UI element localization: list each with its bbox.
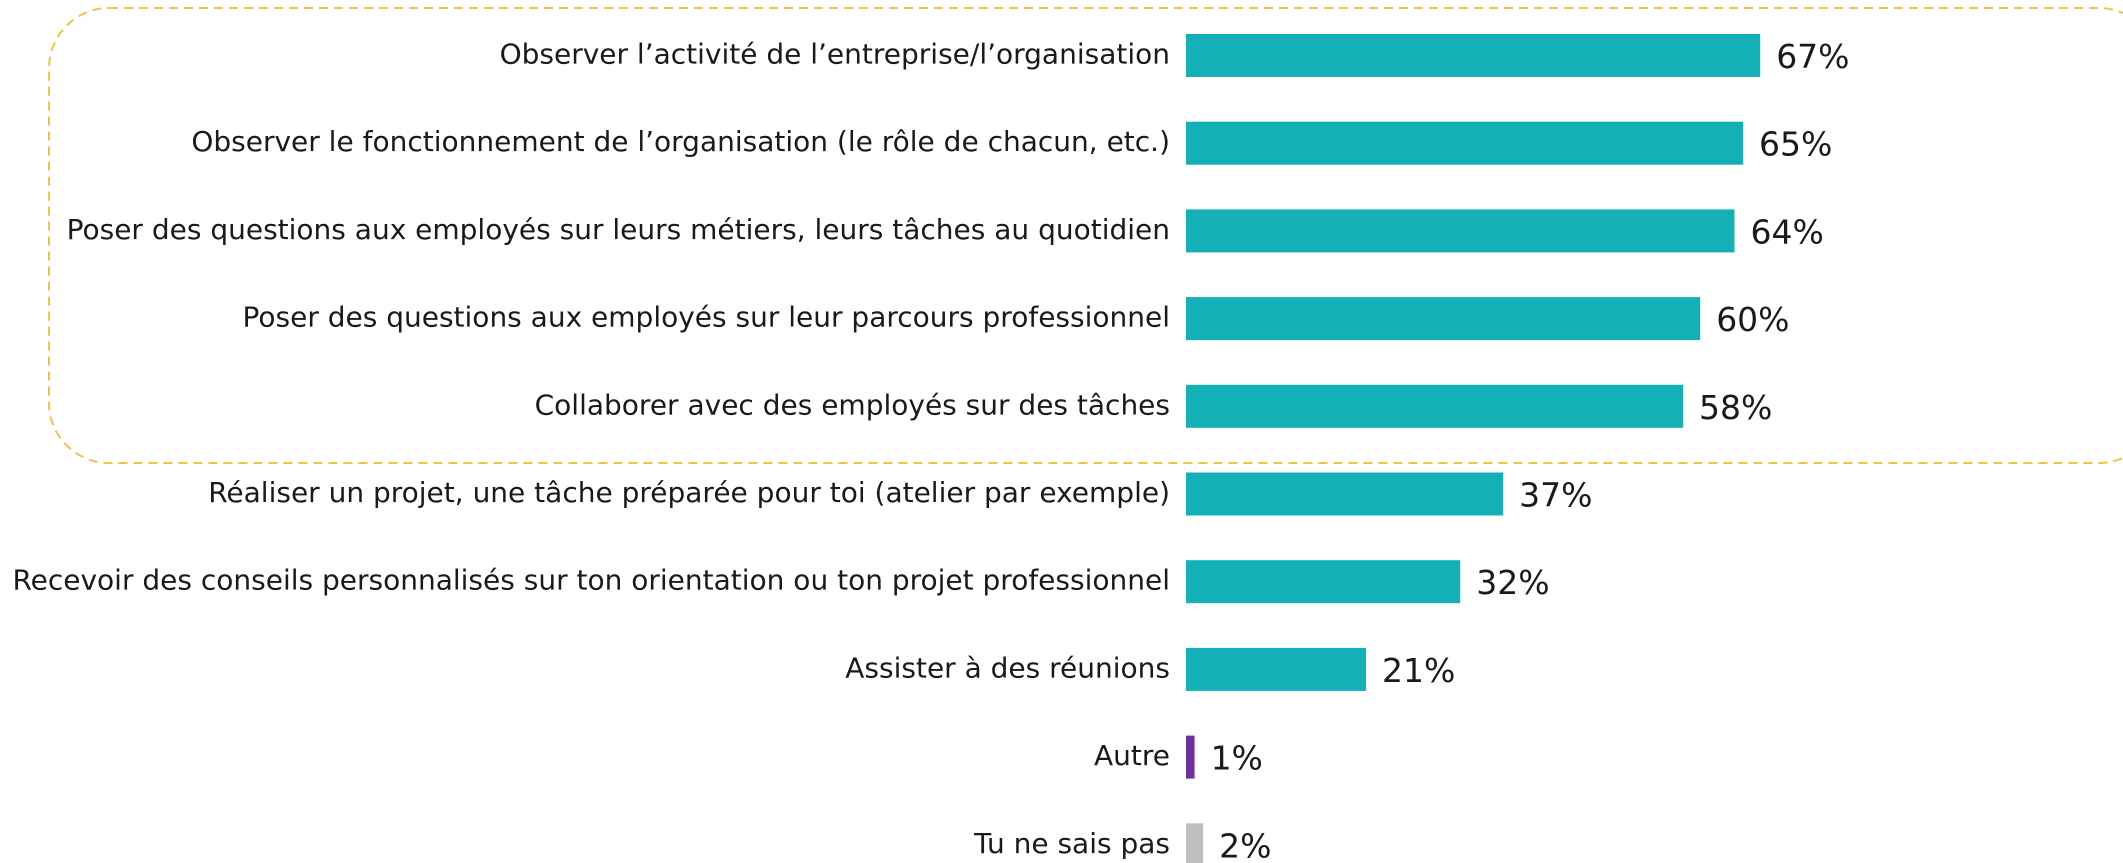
category-label: Observer le fonctionnement de l’organisa… — [191, 125, 1170, 158]
bar — [1186, 735, 1195, 779]
bar — [1186, 472, 1504, 516]
value-label: 64% — [1750, 212, 1823, 251]
category-label: Poser des questions aux employés sur leu… — [67, 213, 1170, 246]
bar — [1186, 121, 1744, 165]
bar — [1186, 297, 1701, 341]
bar — [1186, 647, 1366, 691]
value-label: 67% — [1776, 37, 1849, 76]
category-label: Autre — [1094, 739, 1170, 772]
category-label: Réaliser un projet, une tâche préparée p… — [208, 476, 1170, 509]
bar — [1186, 209, 1735, 253]
highlight-box — [48, 7, 2123, 464]
bar — [1186, 823, 1204, 863]
value-label: 2% — [1219, 826, 1271, 863]
value-label: 60% — [1716, 300, 1789, 339]
category-label: Poser des questions aux employés sur leu… — [242, 301, 1170, 334]
category-label: Observer l’activité de l’entreprise/l’or… — [500, 38, 1170, 71]
value-label: 37% — [1519, 476, 1592, 515]
bar — [1186, 34, 1761, 77]
bar — [1186, 384, 1684, 428]
bar — [1186, 560, 1461, 604]
category-label: Assister à des réunions — [845, 651, 1170, 684]
category-label: Tu ne sais pas — [973, 827, 1170, 860]
value-label: 58% — [1699, 388, 1772, 427]
category-label: Recevoir des conseils personnalisés sur … — [12, 564, 1170, 597]
value-label: 1% — [1211, 739, 1263, 778]
value-label: 32% — [1476, 563, 1549, 602]
category-label: Collaborer avec des employés sur des tâc… — [535, 388, 1170, 421]
value-label: 65% — [1759, 125, 1832, 164]
value-label: 21% — [1382, 651, 1455, 690]
